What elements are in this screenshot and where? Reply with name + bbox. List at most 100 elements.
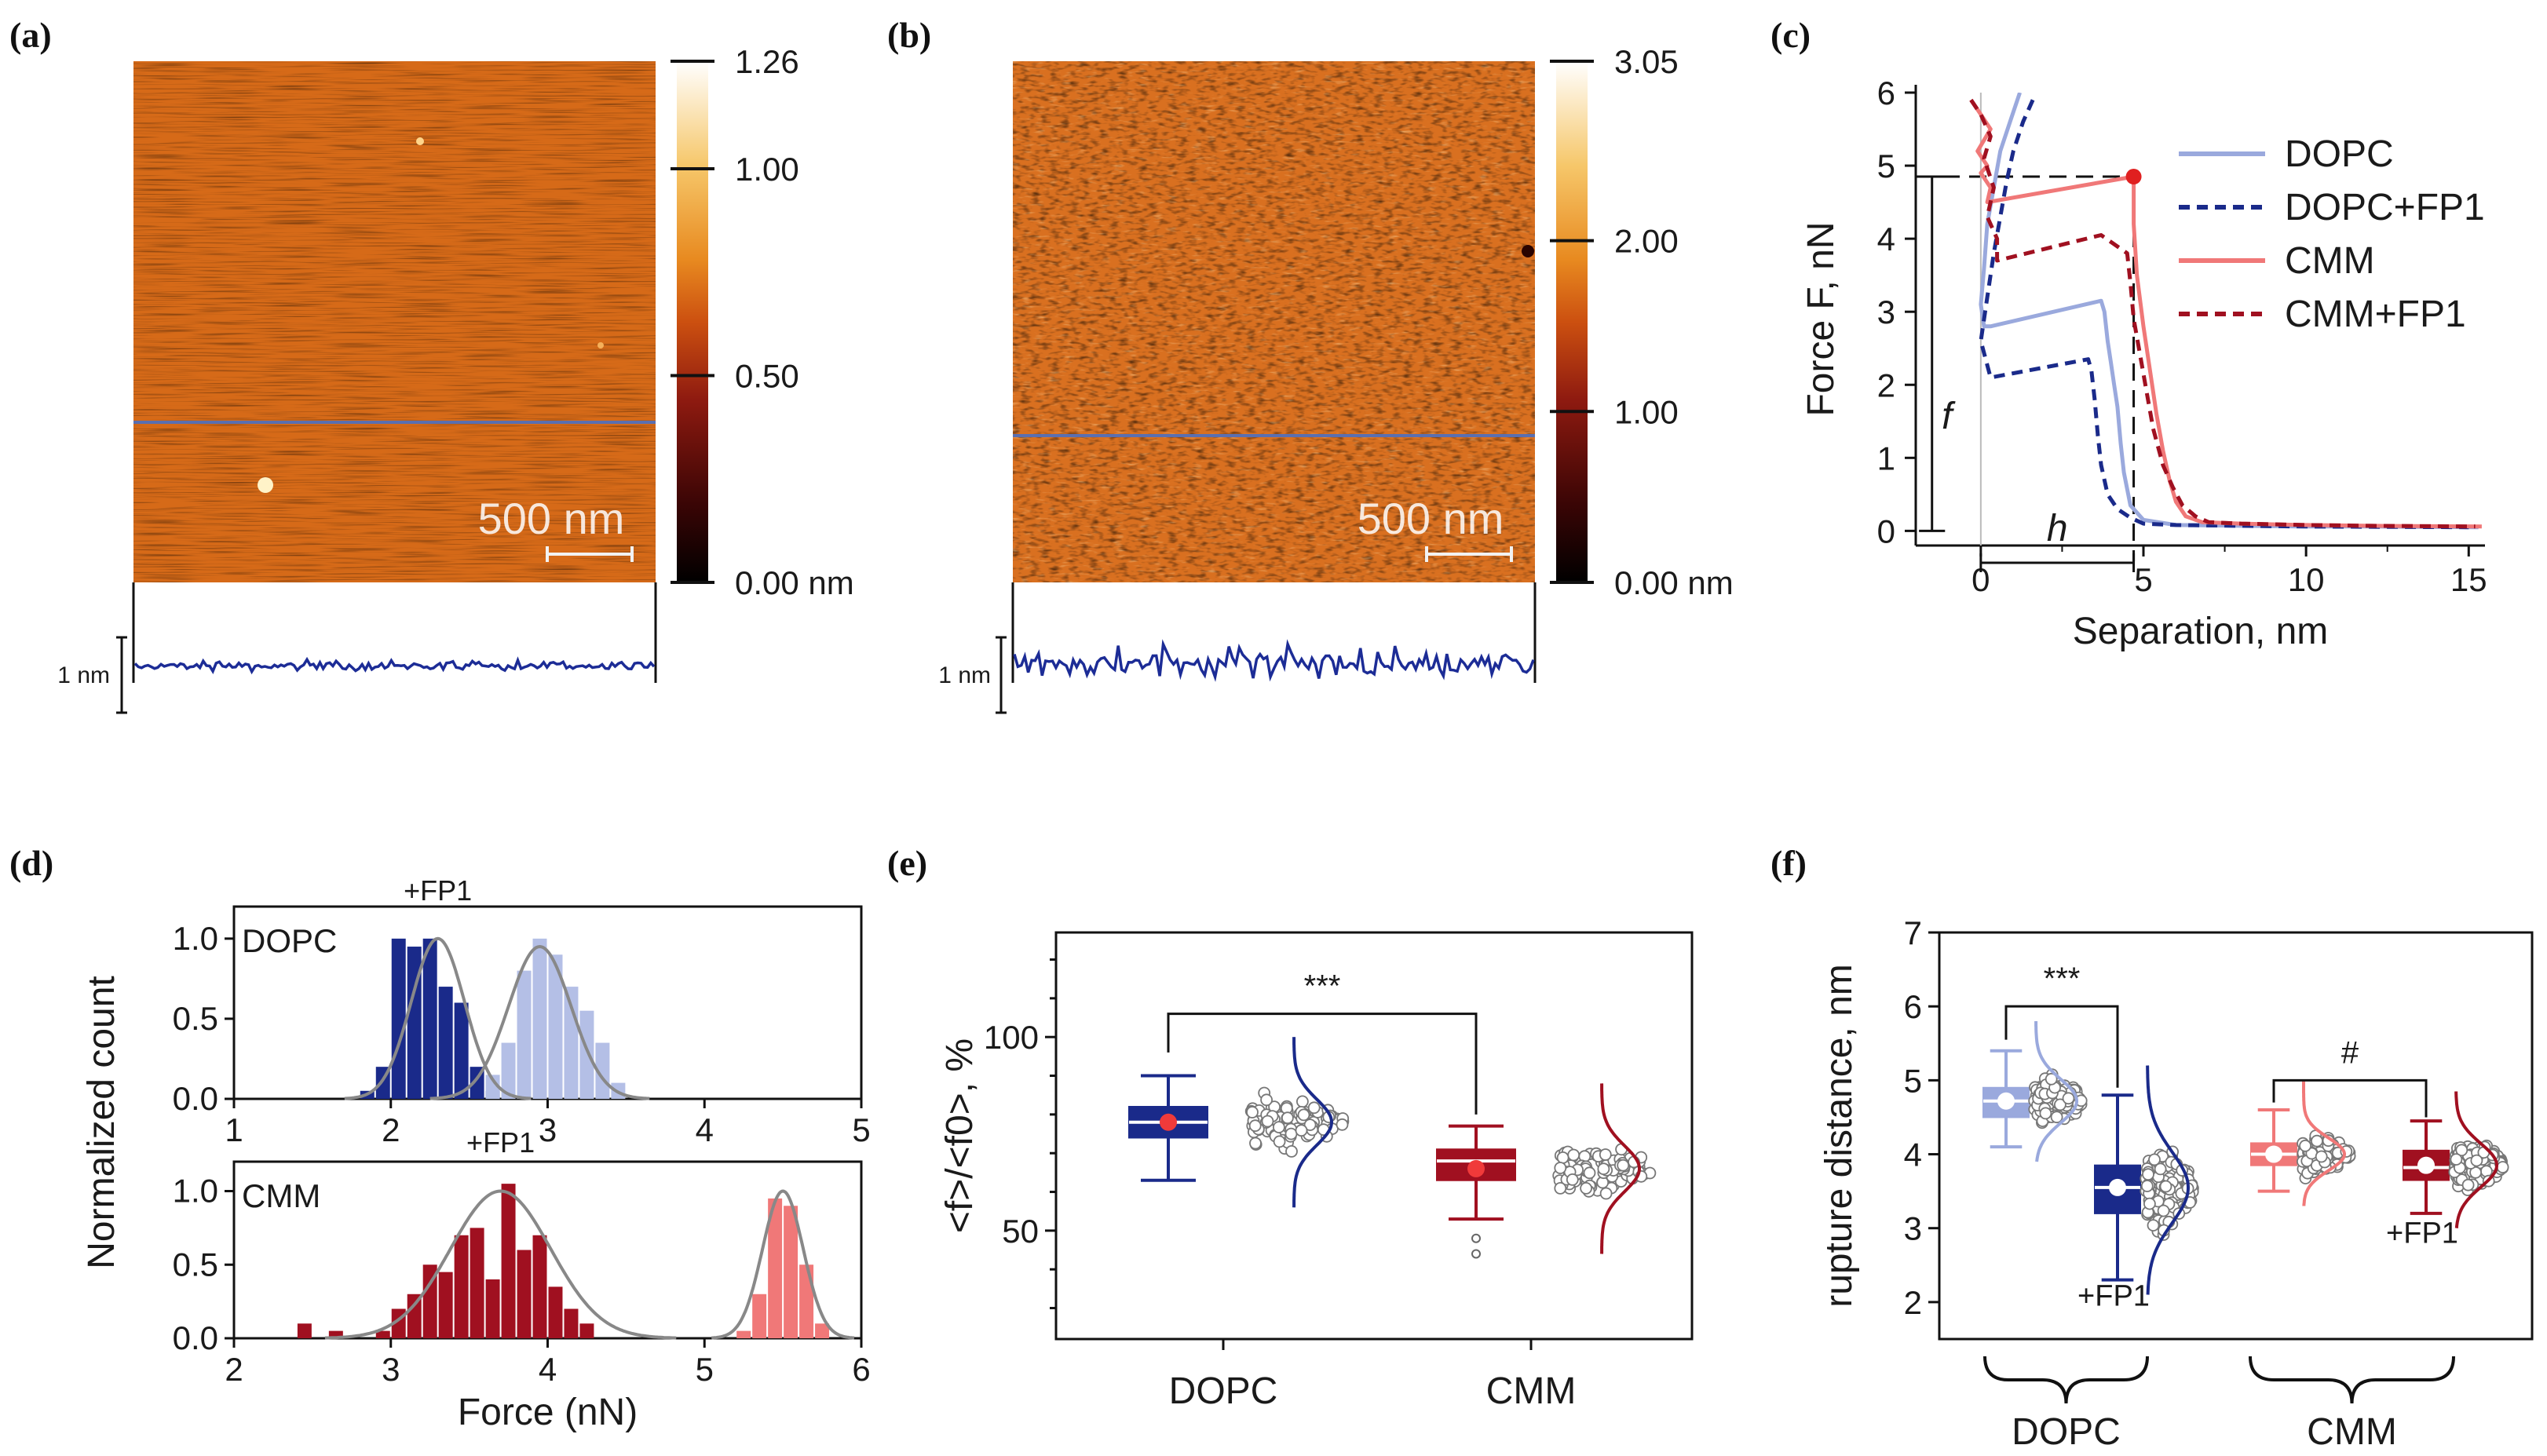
height-profile-b: 1 nm — [938, 582, 1537, 714]
gaussian-fit-curve — [429, 944, 650, 1100]
significance-bracket — [2272, 1078, 2428, 1118]
x-tick-label: 4 — [539, 1351, 557, 1388]
panel-b-label: (b) — [887, 15, 931, 55]
box-mean-marker — [2417, 1156, 2435, 1174]
gaussian-fit-curve — [324, 1189, 677, 1340]
group-brace — [1983, 1356, 2149, 1404]
x-tick-label: 4 — [696, 1111, 714, 1148]
significance-hash: # — [2341, 1035, 2359, 1070]
y-tick-label: 4 — [1904, 1137, 1922, 1173]
y-axis-title: <f>/<f0>, % — [939, 1038, 981, 1233]
data-point — [2315, 1150, 2328, 1163]
plot-frame — [1938, 931, 2534, 1341]
data-point — [1284, 1127, 1298, 1140]
histogram-bar — [532, 938, 547, 1099]
data-point — [2311, 1134, 2323, 1148]
data-point — [2470, 1154, 2483, 1167]
x-tick-label: 3 — [539, 1111, 557, 1148]
x-tick-label: DOPC — [1169, 1370, 1278, 1412]
x-tick-label: 5 — [696, 1351, 714, 1388]
x-tick-label: 5 — [852, 1111, 870, 1148]
histogram-bar — [784, 1206, 798, 1338]
outlier-point — [1471, 1249, 1481, 1259]
rupture-distance-boxplot: 2 3 4 5 6 7 rupture distance, nm *** # +FP1 +FP1 DO… — [1818, 914, 2534, 1453]
significance-bracket — [2004, 1005, 2119, 1088]
x-tick-label: 2 — [382, 1111, 400, 1148]
data-point — [2455, 1144, 2468, 1157]
y-axis-title: rupture distance, nm — [1818, 964, 1860, 1308]
legend-label: DOPC+FP1 — [2285, 187, 2485, 228]
fp1-annotation: +FP1 — [404, 874, 472, 907]
histogram-bar — [422, 1264, 437, 1338]
y-tick-label: 0.0 — [173, 1080, 218, 1117]
afm-image-a: 500 nm — [133, 61, 656, 582]
data-point — [2461, 1178, 2475, 1191]
outlier-point — [1471, 1233, 1481, 1243]
group-brace — [2249, 1356, 2455, 1404]
colorbar-tick-label: 2.00 — [1614, 223, 1679, 260]
histogram-bar — [799, 1264, 814, 1338]
data-point — [1583, 1166, 1596, 1180]
histogram-bar — [438, 1272, 453, 1338]
f-annotation: f — [1942, 396, 1956, 437]
curve-dopc-fp1 — [1979, 99, 2469, 530]
y-tick-label: 0.5 — [173, 1246, 218, 1283]
data-point — [2299, 1139, 2312, 1152]
x-tick-label: 3 — [382, 1351, 400, 1388]
legend-label: CMM — [2285, 240, 2375, 282]
data-point — [1246, 1106, 1259, 1118]
y-tick-label: 2 — [1877, 367, 1895, 403]
significance-stars: *** — [2044, 962, 2081, 996]
panel-a-label: (a) — [9, 15, 52, 55]
legend-label: CMM+FP1 — [2285, 294, 2466, 335]
fp1-annotation: +FP1 — [466, 1126, 535, 1159]
histogram-bar — [532, 1235, 547, 1338]
data-point — [1273, 1135, 1286, 1148]
curve-cmm — [1969, 98, 2482, 529]
data-point — [2157, 1204, 2170, 1217]
data-point — [2148, 1153, 2161, 1166]
x-tick-label: 10 — [2288, 561, 2325, 598]
y-tick-label: 4 — [1877, 221, 1895, 257]
y-tick-label: 3 — [1904, 1210, 1922, 1247]
data-point — [1297, 1108, 1310, 1122]
colorbar-tick-label: 0.50 — [735, 358, 799, 395]
data-point — [2142, 1168, 2154, 1181]
normalized-force-boxplot: 50 100 DOPC CMM <f>/<f0>, % *** — [939, 931, 1694, 1412]
data-point — [2140, 1180, 2154, 1192]
x-tick-label: CMM — [1486, 1370, 1577, 1412]
x-tick-label: 0 — [1971, 561, 1990, 598]
panel-c: (c) 0 1 2 3 4 5 6 0 5 10 15 Separation, nm Force F, … — [1770, 15, 2487, 652]
afm-image-a-highlights — [258, 137, 604, 493]
data-point — [1566, 1173, 1579, 1186]
histogram-bar — [501, 1042, 516, 1099]
y-tick-label: 50 — [1002, 1213, 1039, 1250]
fp1-annotation: +FP1 — [2386, 1217, 2458, 1250]
colorbar-b: 3.05 2.00 1.00 0.00 nm — [1550, 43, 1734, 601]
y-tick-label: 6 — [1877, 75, 1895, 111]
height-profile-trace-a — [133, 656, 656, 675]
panel-f-label: (f) — [1770, 843, 1807, 883]
scale-bar-label-b: 500 nm — [1358, 494, 1504, 543]
y-tick-label: 6 — [1904, 988, 1922, 1025]
histogram-bar — [407, 1294, 422, 1338]
x-axis-title: Separation, nm — [2073, 611, 2329, 652]
data-point — [1307, 1101, 1321, 1115]
y-tick-label: 3 — [1877, 294, 1895, 330]
colorbar-tick-label: 1.00 — [735, 151, 799, 188]
histogram-bar — [438, 987, 453, 1099]
data-point — [1567, 1148, 1580, 1162]
y-tick-label: 5 — [1877, 148, 1895, 184]
data-point — [1554, 1162, 1567, 1174]
data-point — [2039, 1107, 2052, 1120]
box-mean-marker — [1160, 1113, 1177, 1131]
colorbar-tick-label: 1.00 — [1614, 393, 1679, 430]
data-point — [1260, 1093, 1273, 1107]
distribution-curve — [1600, 1083, 1642, 1254]
afm-image-b: 500 nm — [1013, 61, 1535, 582]
colorbar-tick-label: 0.00 nm — [735, 564, 854, 601]
data-point — [2050, 1111, 2063, 1124]
histogram-bar — [485, 1075, 500, 1099]
afm-defect-b — [1522, 245, 1534, 257]
